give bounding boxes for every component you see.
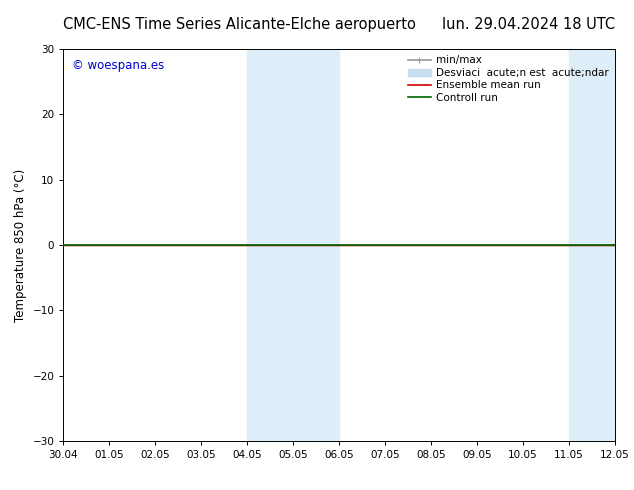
Text: lun. 29.04.2024 18 UTC: lun. 29.04.2024 18 UTC xyxy=(442,17,615,32)
Legend: min/max, Desviaci  acute;n est  acute;ndar, Ensemble mean run, Controll run: min/max, Desviaci acute;n est acute;ndar… xyxy=(404,51,613,107)
Text: CMC-ENS Time Series Alicante-Elche aeropuerto: CMC-ENS Time Series Alicante-Elche aerop… xyxy=(63,17,417,32)
Text: © woespana.es: © woespana.es xyxy=(72,59,164,72)
Bar xyxy=(247,49,339,441)
Bar xyxy=(569,49,615,441)
Y-axis label: Temperature 850 hPa (°C): Temperature 850 hPa (°C) xyxy=(14,169,27,321)
